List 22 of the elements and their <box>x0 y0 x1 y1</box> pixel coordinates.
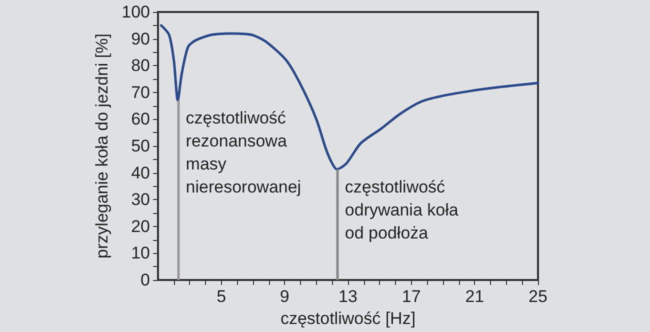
y-tick-label: 20 <box>131 216 150 236</box>
y-tick-label: 30 <box>131 190 150 210</box>
ref-line-label: częstotliwość odrywania koła od podłoża <box>344 177 459 242</box>
y-tick-label: 100 <box>122 2 150 22</box>
x-tick-label: 17 <box>402 287 421 306</box>
x-axis-title: częstotliwość [Hz] <box>280 309 416 328</box>
y-axis-title: przyleganie koła do jezdni [%] <box>92 34 112 258</box>
y-tick-label: 60 <box>131 110 150 129</box>
x-tick-label: 5 <box>216 287 226 306</box>
y-tick-label: 10 <box>131 244 150 263</box>
x-tick-label: 25 <box>528 287 548 306</box>
ref-line-label: częstotliwość rezonansowa masy nieresorowanej <box>186 108 302 196</box>
y-tick-label: 80 <box>131 56 150 76</box>
line-series <box>160 24 540 171</box>
x-tick-label: 9 <box>280 287 290 306</box>
y-tick-label: 40 <box>131 163 150 182</box>
y-tick-label: 0 <box>140 270 150 290</box>
x-tick-label: 13 <box>338 287 358 306</box>
y-tick-label: 50 <box>131 136 150 156</box>
y-tick-label: 90 <box>131 29 150 48</box>
x-tick-label: 21 <box>465 287 484 306</box>
y-tick-label: 70 <box>131 82 150 102</box>
